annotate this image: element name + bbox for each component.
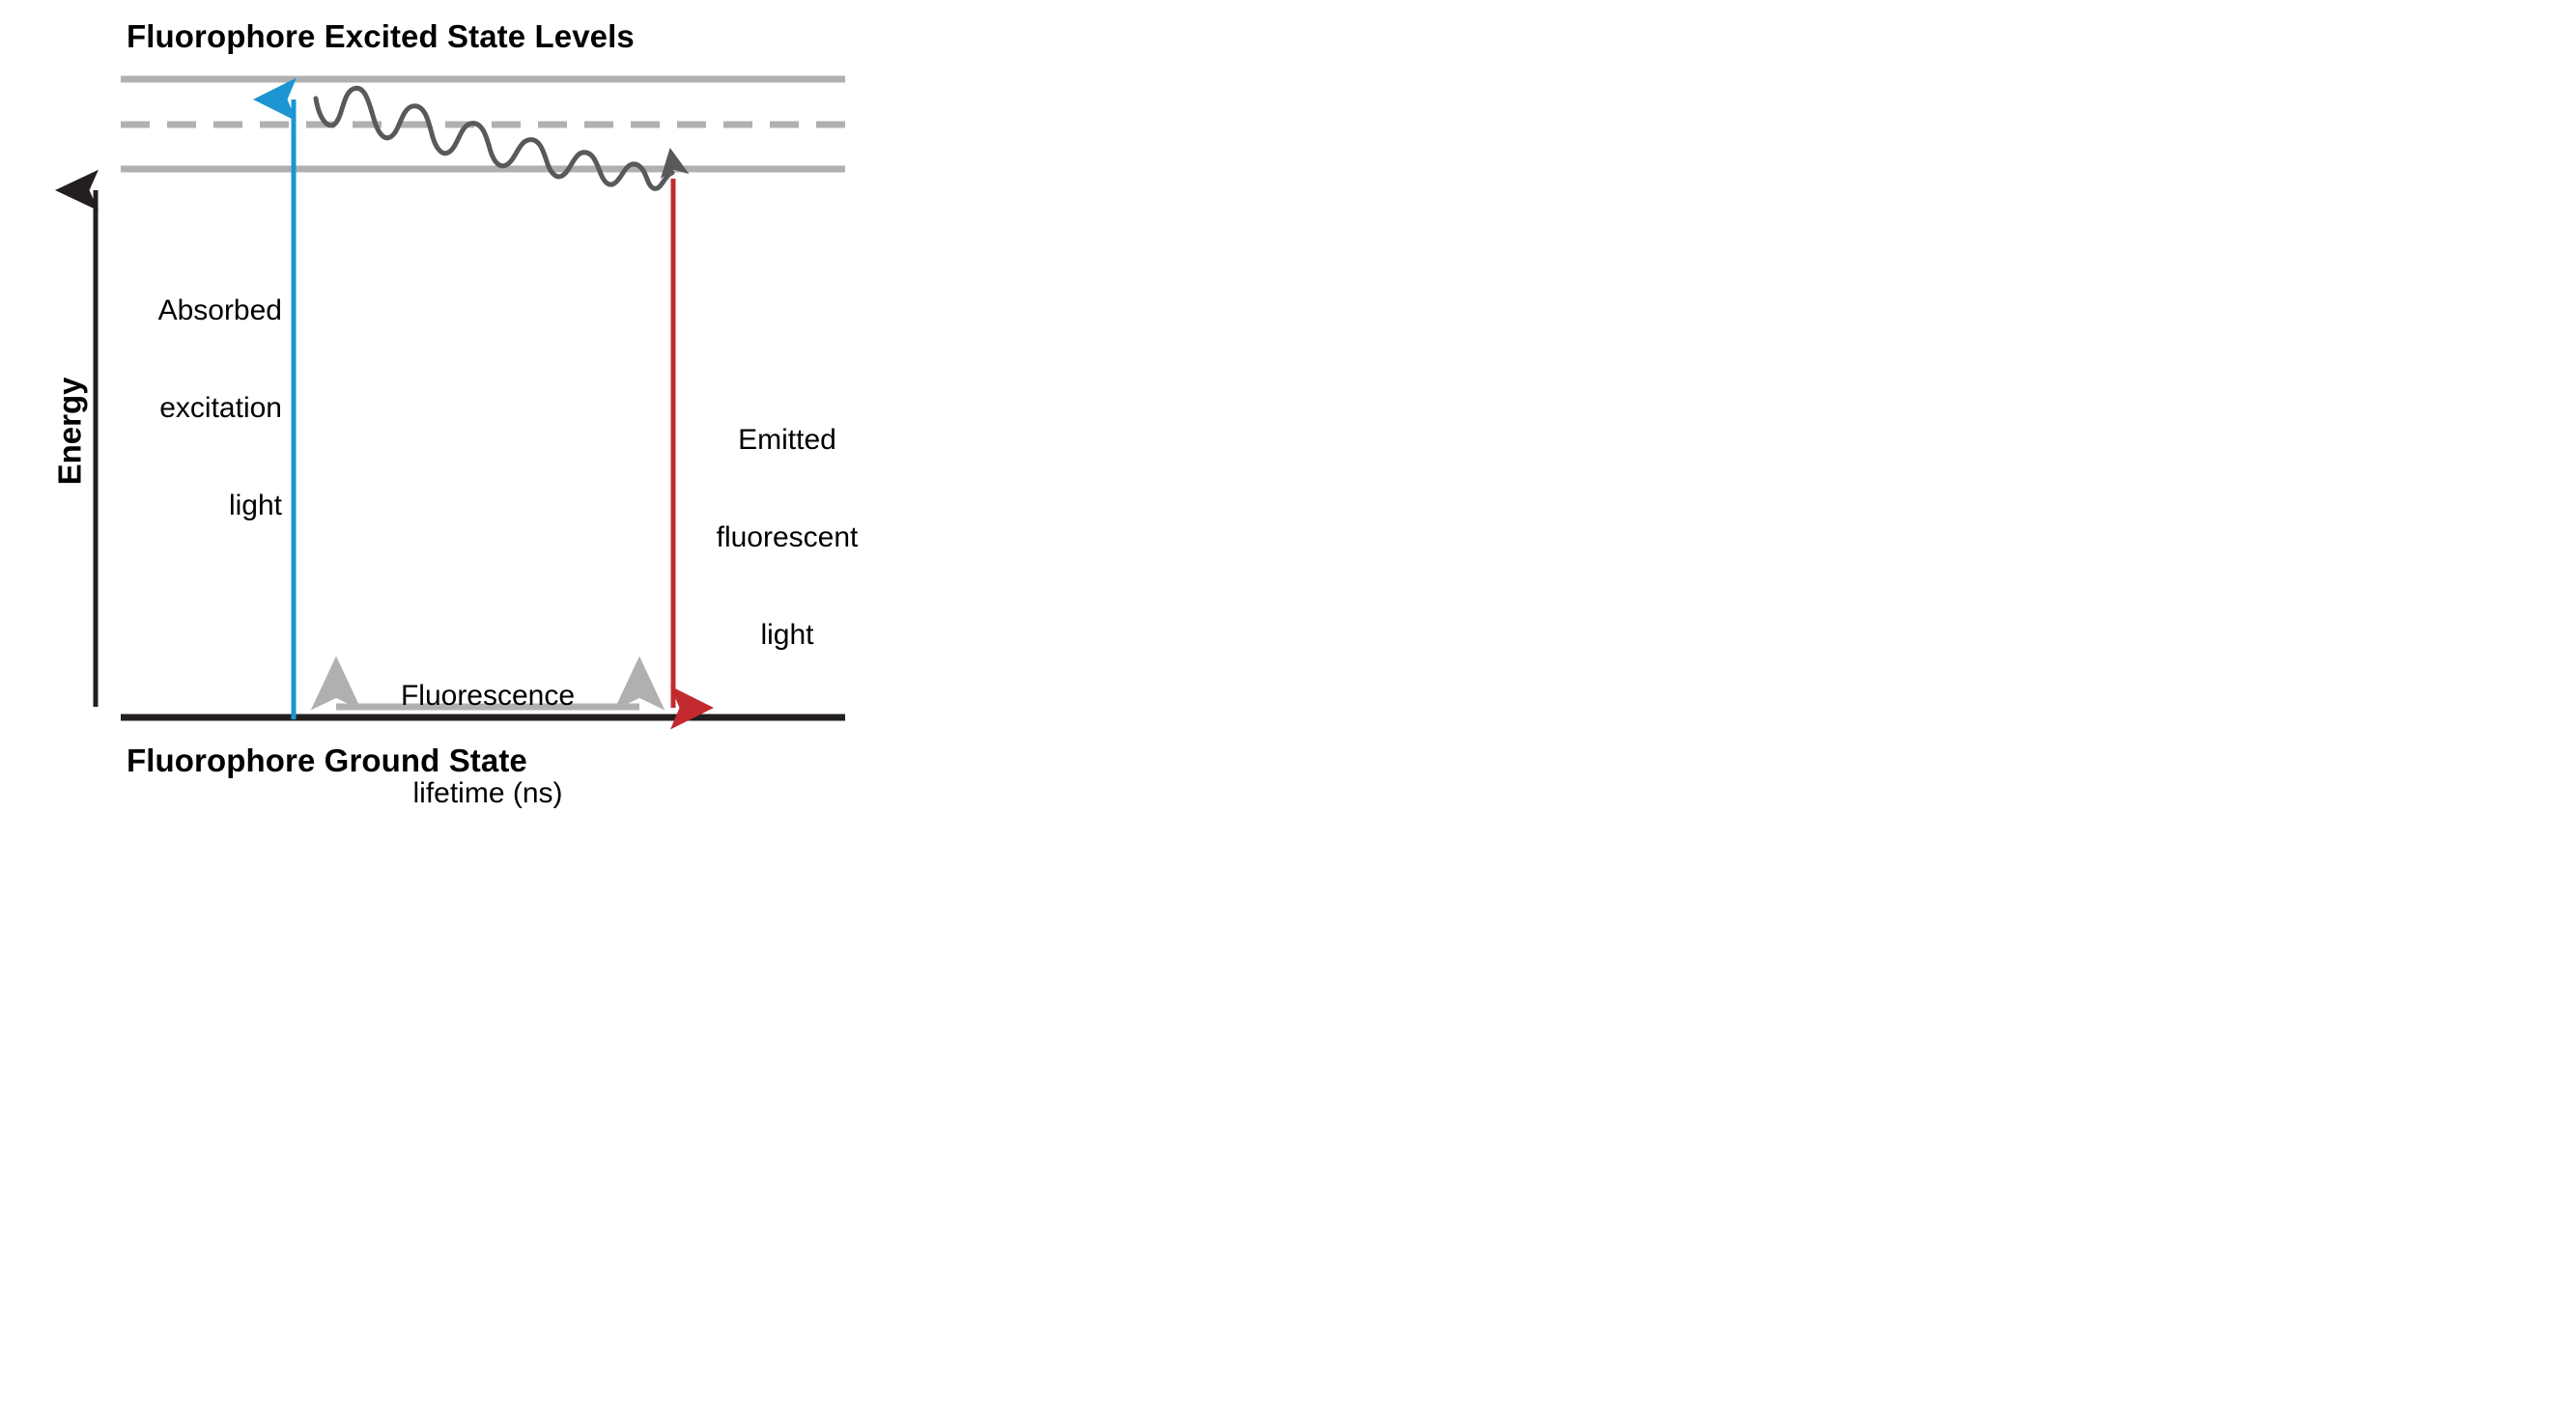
ground-state-label: Fluorophore Ground State: [127, 743, 527, 778]
absorbed-label-line-2: excitation: [159, 391, 282, 424]
emitted-label-line-2: fluorescent: [716, 520, 859, 553]
lifetime-label-line-1: Fluorescence: [400, 680, 576, 713]
absorbed-excitation-light-label: Absorbed excitation light: [62, 230, 282, 587]
absorbed-label-line-3: light: [228, 489, 282, 521]
vibrational-relaxation-wave: [313, 85, 690, 191]
diagram-title: Fluorophore Excited State Levels: [127, 18, 635, 54]
fluorescence-lifetime-label: Fluorescence lifetime (ns): [319, 615, 657, 818]
absorbed-label-line-1: Absorbed: [157, 294, 282, 327]
emitted-label-line-1: Emitted: [738, 424, 836, 457]
emitted-label-line-3: light: [760, 618, 814, 651]
jablonski-diagram-graphics: [55, 75, 845, 730]
lifetime-label-line-2: lifetime (ns): [412, 776, 563, 809]
emitted-fluorescent-light-label: Emitted fluorescent light: [637, 359, 937, 716]
figure-canvas: Fluorophore Excited State Levels Fluorop…: [0, 0, 1503, 818]
